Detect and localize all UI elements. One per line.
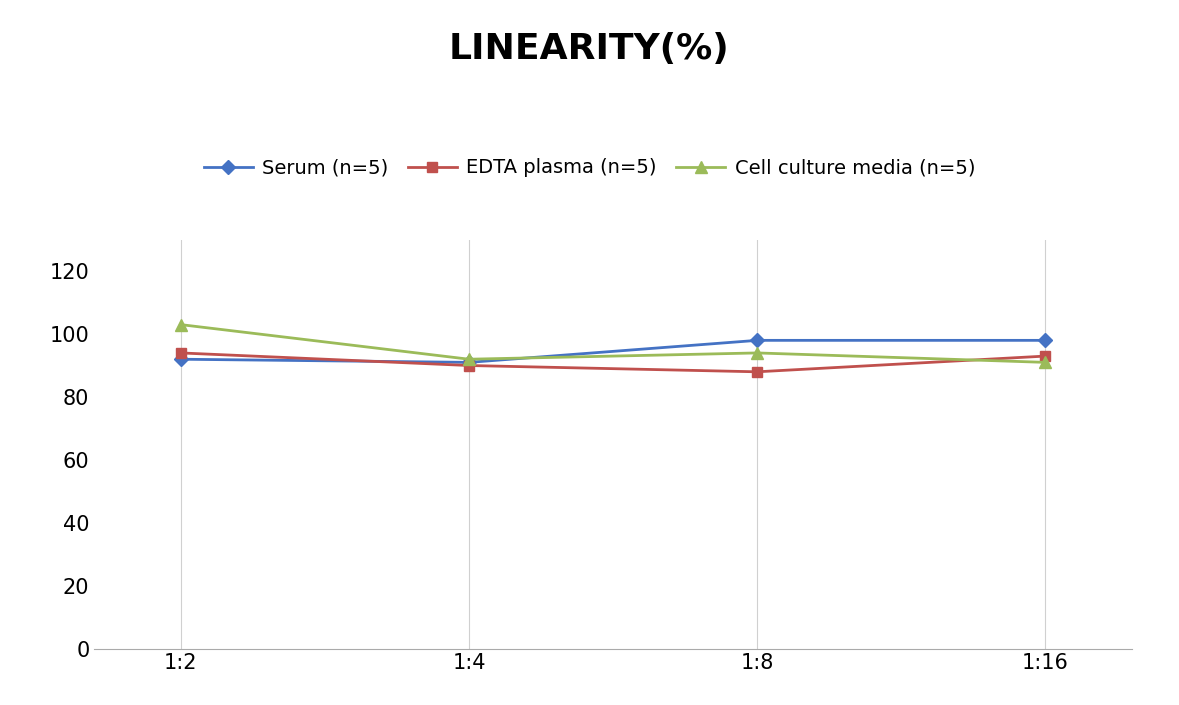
Line: EDTA plasma (n=5): EDTA plasma (n=5) [176, 348, 1050, 376]
Cell culture media (n=5) [750, 349, 764, 357]
Serum (n=5) [750, 336, 764, 345]
EDTA plasma (n=5) [1039, 352, 1053, 360]
Cell culture media (n=5) [462, 355, 476, 364]
EDTA plasma (n=5) [462, 361, 476, 369]
EDTA plasma (n=5) [750, 367, 764, 376]
Line: Cell culture media (n=5): Cell culture media (n=5) [176, 319, 1050, 368]
Serum (n=5) [173, 355, 187, 364]
Text: LINEARITY(%): LINEARITY(%) [449, 32, 730, 66]
Legend: Serum (n=5), EDTA plasma (n=5), Cell culture media (n=5): Serum (n=5), EDTA plasma (n=5), Cell cul… [196, 151, 983, 185]
Serum (n=5) [462, 358, 476, 367]
Line: Serum (n=5): Serum (n=5) [176, 336, 1050, 367]
Cell culture media (n=5) [1039, 358, 1053, 367]
Cell culture media (n=5) [173, 320, 187, 329]
EDTA plasma (n=5) [173, 349, 187, 357]
Serum (n=5) [1039, 336, 1053, 345]
